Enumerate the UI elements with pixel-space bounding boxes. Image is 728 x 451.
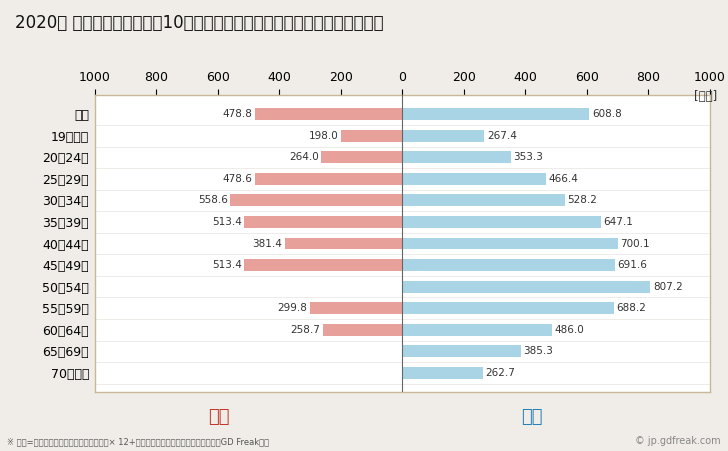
Text: 647.1: 647.1 (604, 217, 633, 227)
Text: [万円]: [万円] (694, 90, 717, 103)
Text: © jp.gdfreak.com: © jp.gdfreak.com (635, 437, 721, 446)
Text: 688.2: 688.2 (617, 303, 646, 313)
Bar (285, 238, 402, 249)
Bar (341, 130, 402, 142)
Bar (402, 259, 615, 271)
Bar (402, 108, 590, 120)
Text: 353.3: 353.3 (513, 152, 543, 162)
Text: 262.7: 262.7 (486, 368, 515, 378)
Text: 258.7: 258.7 (290, 325, 320, 335)
Text: 513.4: 513.4 (212, 260, 242, 270)
Text: 691.6: 691.6 (617, 260, 647, 270)
Text: 198.0: 198.0 (309, 131, 339, 141)
Text: 男性: 男性 (521, 408, 542, 426)
Text: 466.4: 466.4 (548, 174, 578, 184)
Text: 807.2: 807.2 (653, 282, 683, 292)
Bar (402, 345, 521, 357)
Text: 608.8: 608.8 (592, 109, 622, 119)
Text: 2020年 民間企業（従業者数10人以上）フルタイム労働者の男女別平均年収: 2020年 民間企業（従業者数10人以上）フルタイム労働者の男女別平均年収 (15, 14, 383, 32)
Bar (321, 152, 402, 163)
Bar (402, 238, 617, 249)
Bar (255, 108, 402, 120)
Text: 478.8: 478.8 (223, 109, 253, 119)
Text: 528.2: 528.2 (567, 195, 597, 205)
Bar (402, 324, 552, 336)
Bar (245, 259, 402, 271)
Bar (402, 216, 601, 228)
Bar (402, 302, 614, 314)
Text: 478.6: 478.6 (223, 174, 253, 184)
Text: 385.3: 385.3 (523, 346, 553, 356)
Text: 264.0: 264.0 (289, 152, 319, 162)
Bar (402, 281, 651, 293)
Text: 267.4: 267.4 (487, 131, 517, 141)
Bar (402, 152, 511, 163)
Text: 513.4: 513.4 (212, 217, 242, 227)
Text: 486.0: 486.0 (554, 325, 584, 335)
Bar (255, 173, 402, 185)
Bar (323, 324, 402, 336)
Bar (402, 367, 483, 379)
Text: 700.1: 700.1 (620, 239, 649, 249)
Text: ※ 年収=「きまって支給する現金給与額」× 12+「年間賞与その他特別給与額」としてGD Freak推計: ※ 年収=「きまって支給する現金給与額」× 12+「年間賞与その他特別給与額」と… (7, 437, 269, 446)
Bar (402, 173, 546, 185)
Text: 558.6: 558.6 (198, 195, 228, 205)
Bar (402, 130, 484, 142)
Bar (245, 216, 402, 228)
Text: 381.4: 381.4 (253, 239, 282, 249)
Text: 299.8: 299.8 (277, 303, 307, 313)
Bar (230, 194, 402, 207)
Text: 女性: 女性 (207, 408, 229, 426)
Bar (310, 302, 402, 314)
Bar (402, 194, 565, 207)
